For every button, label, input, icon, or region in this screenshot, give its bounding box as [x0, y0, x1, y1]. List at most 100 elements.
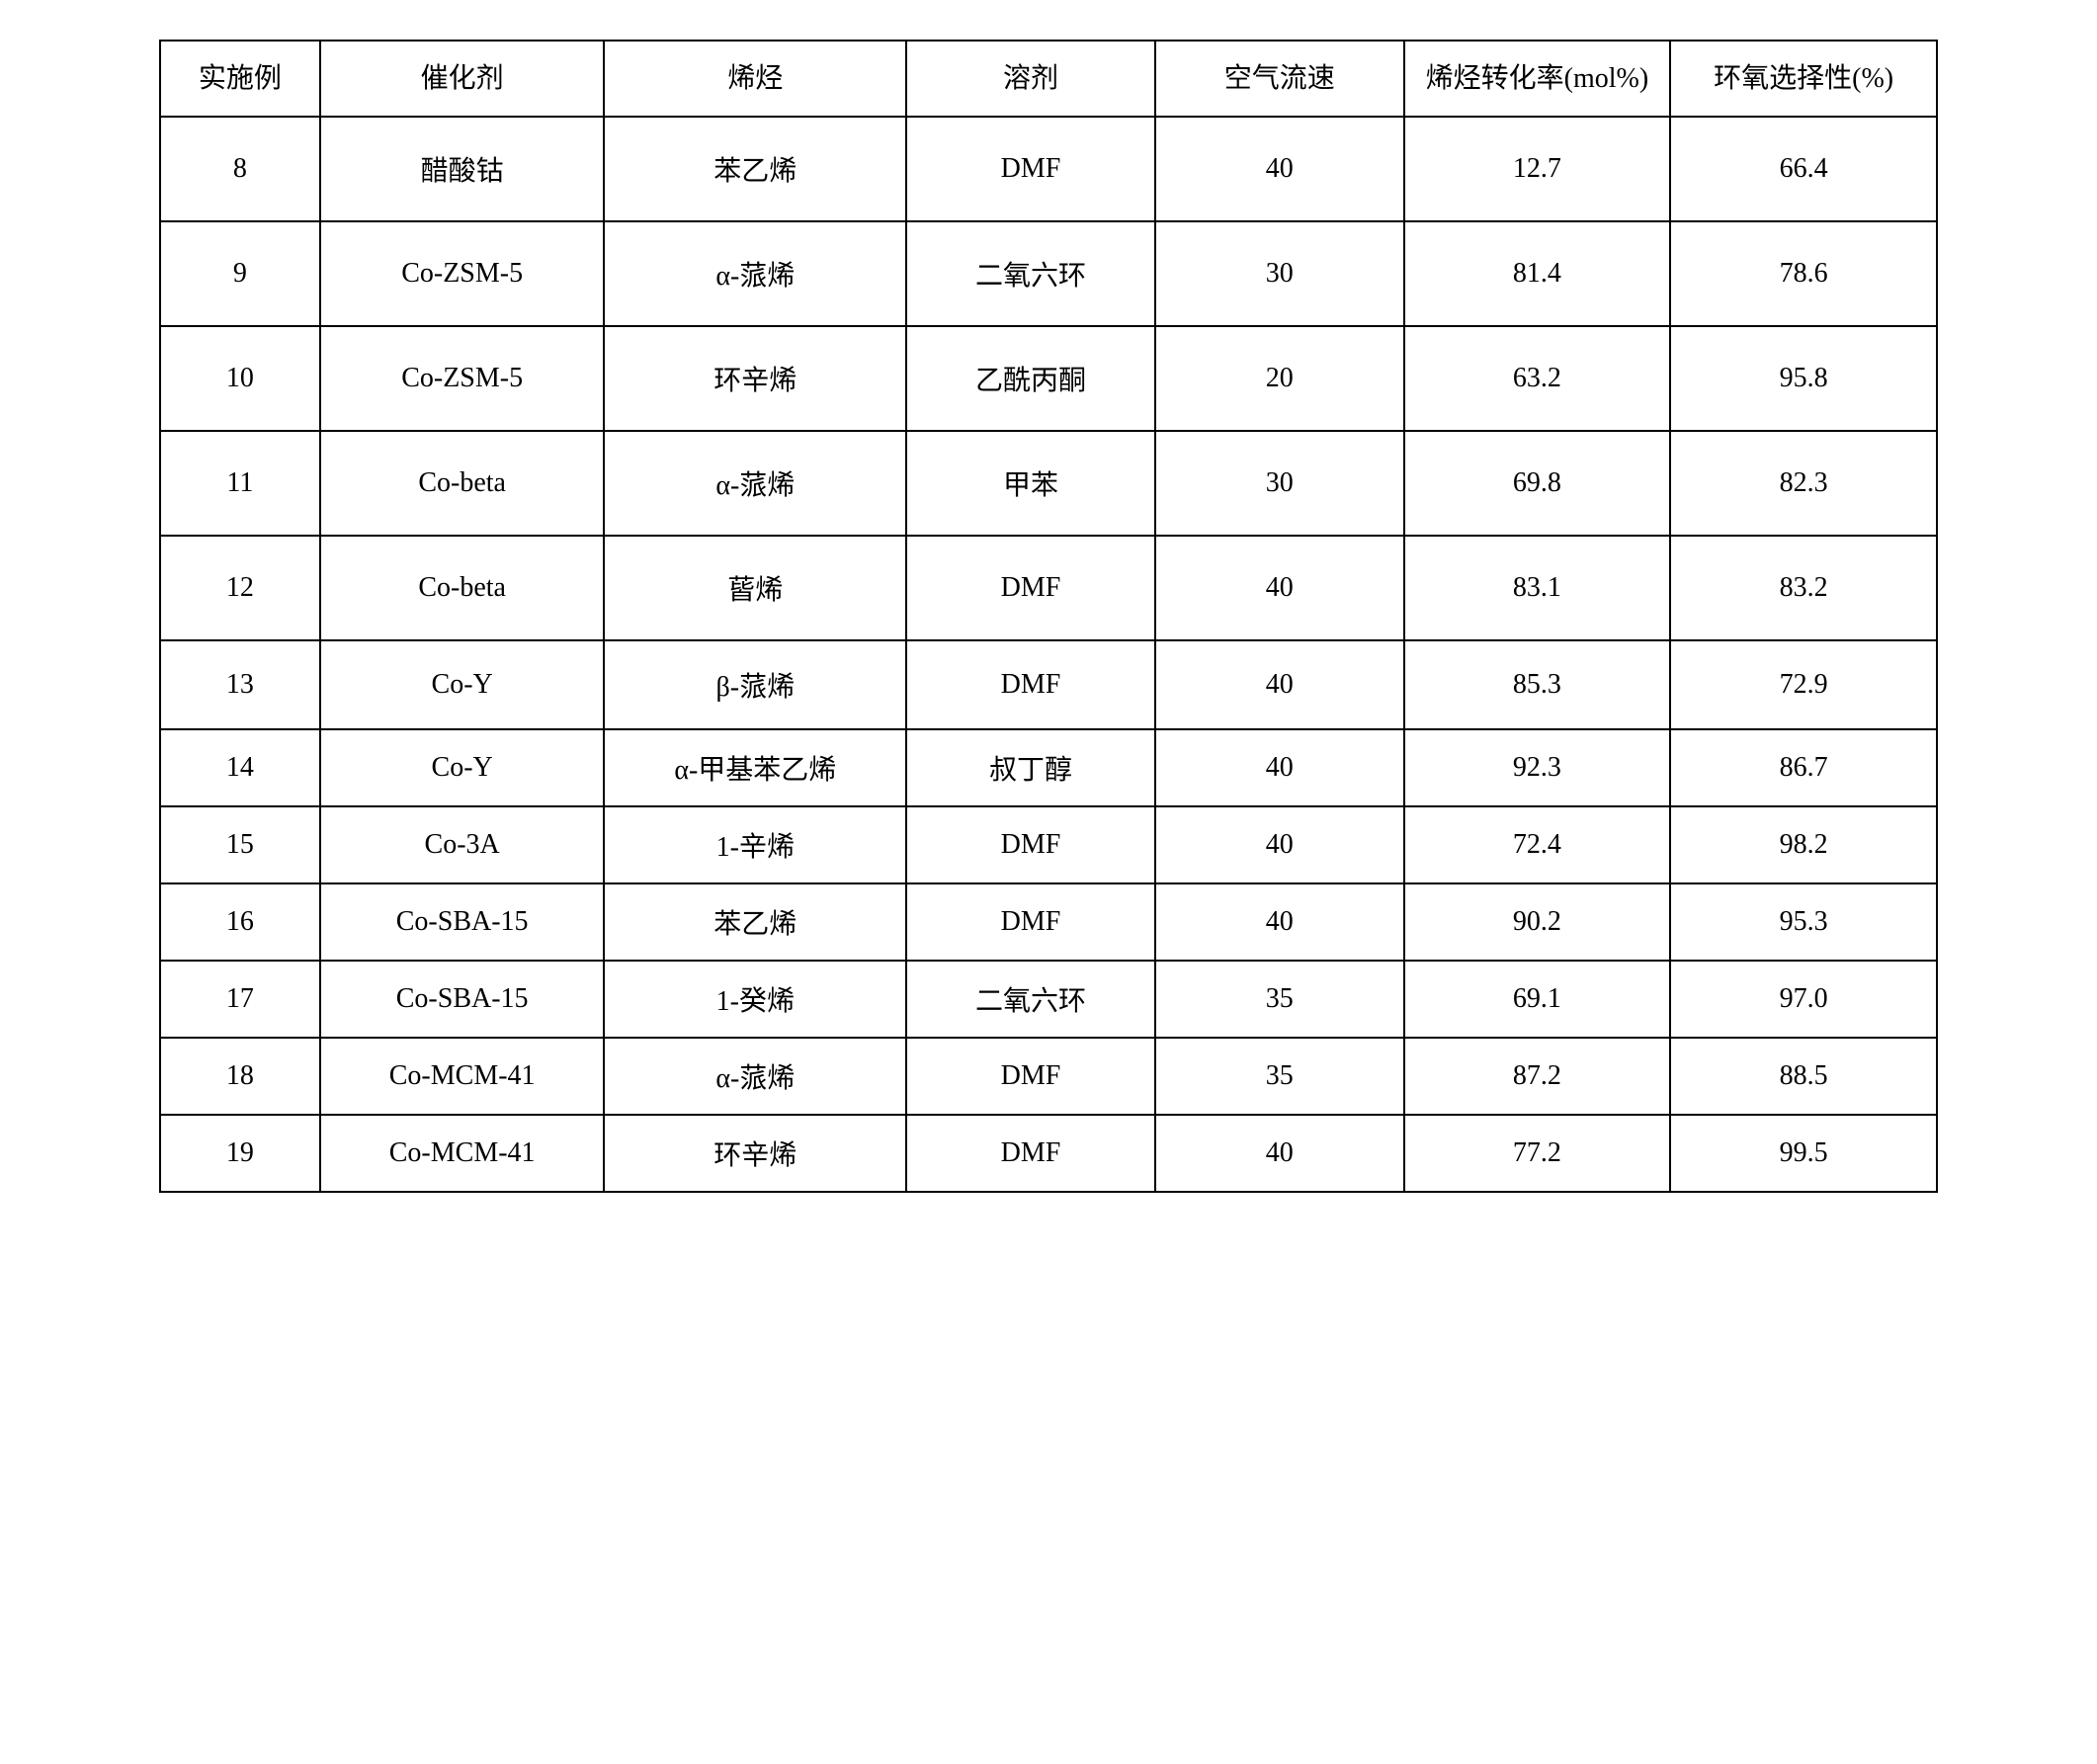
- table-cell: 乙酰丙酮: [906, 326, 1155, 431]
- table-row: 17Co-SBA-151-癸烯二氧六环3569.197.0: [160, 961, 1937, 1038]
- header-cell-solvent: 溶剂: [906, 41, 1155, 117]
- table-cell: 98.2: [1670, 806, 1937, 883]
- table-cell: 86.7: [1670, 729, 1937, 806]
- table-row: 18Co-MCM-41α-蒎烯DMF3587.288.5: [160, 1038, 1937, 1115]
- table-cell: 63.2: [1404, 326, 1671, 431]
- table-cell: 二氧六环: [906, 961, 1155, 1038]
- table-cell: 环辛烯: [604, 326, 906, 431]
- table-row: 15Co-3A1-辛烯DMF4072.498.2: [160, 806, 1937, 883]
- table-cell: 30: [1155, 221, 1404, 326]
- table-cell: α-蒎烯: [604, 221, 906, 326]
- table-cell: 35: [1155, 961, 1404, 1038]
- table-cell: α-甲基苯乙烯: [604, 729, 906, 806]
- table-cell: Co-ZSM-5: [320, 326, 605, 431]
- table-cell: 40: [1155, 1115, 1404, 1192]
- table-cell: 88.5: [1670, 1038, 1937, 1115]
- header-row: 实施例 催化剂 烯烃 溶剂 空气流速 烯烃转化率(mol%) 环氧选择性(%): [160, 41, 1937, 117]
- table-cell: 16: [160, 883, 320, 961]
- header-cell-example: 实施例: [160, 41, 320, 117]
- table-cell: 二氧六环: [906, 221, 1155, 326]
- table-cell: 苯乙烯: [604, 117, 906, 221]
- table-cell: 19: [160, 1115, 320, 1192]
- table-cell: DMF: [906, 806, 1155, 883]
- table-cell: DMF: [906, 1115, 1155, 1192]
- table-cell: 69.1: [1404, 961, 1671, 1038]
- header-cell-conversion: 烯烃转化率(mol%): [1404, 41, 1671, 117]
- table-cell: 40: [1155, 536, 1404, 640]
- table-row: 11Co-betaα-蒎烯甲苯3069.882.3: [160, 431, 1937, 536]
- table-cell: 87.2: [1404, 1038, 1671, 1115]
- table-cell: 8: [160, 117, 320, 221]
- table-body: 8醋酸钴苯乙烯DMF4012.766.49Co-ZSM-5α-蒎烯二氧六环308…: [160, 117, 1937, 1192]
- table-cell: 83.2: [1670, 536, 1937, 640]
- table-cell: 82.3: [1670, 431, 1937, 536]
- table-cell: 72.4: [1404, 806, 1671, 883]
- table-cell: β-蒎烯: [604, 640, 906, 729]
- table-cell: 78.6: [1670, 221, 1937, 326]
- table-cell: Co-SBA-15: [320, 961, 605, 1038]
- table-cell: 15: [160, 806, 320, 883]
- table-cell: 99.5: [1670, 1115, 1937, 1192]
- table-cell: 30: [1155, 431, 1404, 536]
- table-cell: Co-ZSM-5: [320, 221, 605, 326]
- table-row: 10Co-ZSM-5环辛烯乙酰丙酮2063.295.8: [160, 326, 1937, 431]
- table-cell: 18: [160, 1038, 320, 1115]
- table-cell: Co-SBA-15: [320, 883, 605, 961]
- table-cell: 40: [1155, 117, 1404, 221]
- table-cell: 83.1: [1404, 536, 1671, 640]
- table-cell: 13: [160, 640, 320, 729]
- table-header: 实施例 催化剂 烯烃 溶剂 空气流速 烯烃转化率(mol%) 环氧选择性(%): [160, 41, 1937, 117]
- table-cell: 14: [160, 729, 320, 806]
- table-cell: 85.3: [1404, 640, 1671, 729]
- table-cell: Co-3A: [320, 806, 605, 883]
- table-container: 实施例 催化剂 烯烃 溶剂 空气流速 烯烃转化率(mol%) 环氧选择性(%) …: [159, 40, 1938, 1193]
- table-cell: 81.4: [1404, 221, 1671, 326]
- table-cell: α-蒎烯: [604, 431, 906, 536]
- table-cell: DMF: [906, 117, 1155, 221]
- table-cell: 72.9: [1670, 640, 1937, 729]
- table-cell: α-蒎烯: [604, 1038, 906, 1115]
- table-cell: 醋酸钴: [320, 117, 605, 221]
- table-cell: 10: [160, 326, 320, 431]
- table-cell: 甲苯: [906, 431, 1155, 536]
- table-cell: Co-beta: [320, 536, 605, 640]
- table-row: 19Co-MCM-41环辛烯DMF4077.299.5: [160, 1115, 1937, 1192]
- table-cell: Co-MCM-41: [320, 1038, 605, 1115]
- table-cell: DMF: [906, 536, 1155, 640]
- table-cell: 17: [160, 961, 320, 1038]
- table-cell: 叔丁醇: [906, 729, 1155, 806]
- table-row: 12Co-beta蒈烯DMF4083.183.2: [160, 536, 1937, 640]
- table-cell: DMF: [906, 1038, 1155, 1115]
- table-cell: 40: [1155, 806, 1404, 883]
- header-cell-olefin: 烯烃: [604, 41, 906, 117]
- table-cell: 95.8: [1670, 326, 1937, 431]
- header-cell-airflow: 空气流速: [1155, 41, 1404, 117]
- header-cell-selectivity: 环氧选择性(%): [1670, 41, 1937, 117]
- table-cell: Co-beta: [320, 431, 605, 536]
- table-cell: 97.0: [1670, 961, 1937, 1038]
- table-cell: DMF: [906, 640, 1155, 729]
- table-cell: 95.3: [1670, 883, 1937, 961]
- table-cell: 苯乙烯: [604, 883, 906, 961]
- table-cell: 40: [1155, 640, 1404, 729]
- table-cell: 9: [160, 221, 320, 326]
- table-cell: 1-辛烯: [604, 806, 906, 883]
- table-cell: 11: [160, 431, 320, 536]
- table-cell: 35: [1155, 1038, 1404, 1115]
- table-row: 8醋酸钴苯乙烯DMF4012.766.4: [160, 117, 1937, 221]
- table-cell: 12.7: [1404, 117, 1671, 221]
- table-cell: DMF: [906, 883, 1155, 961]
- table-cell: 12: [160, 536, 320, 640]
- table-cell: 环辛烯: [604, 1115, 906, 1192]
- table-row: 16Co-SBA-15苯乙烯DMF4090.295.3: [160, 883, 1937, 961]
- table-cell: 40: [1155, 729, 1404, 806]
- table-cell: 20: [1155, 326, 1404, 431]
- data-table: 实施例 催化剂 烯烃 溶剂 空气流速 烯烃转化率(mol%) 环氧选择性(%) …: [159, 40, 1938, 1193]
- table-cell: Co-Y: [320, 729, 605, 806]
- table-row: 9Co-ZSM-5α-蒎烯二氧六环3081.478.6: [160, 221, 1937, 326]
- table-cell: 1-癸烯: [604, 961, 906, 1038]
- header-cell-catalyst: 催化剂: [320, 41, 605, 117]
- table-cell: Co-MCM-41: [320, 1115, 605, 1192]
- table-cell: 90.2: [1404, 883, 1671, 961]
- table-cell: Co-Y: [320, 640, 605, 729]
